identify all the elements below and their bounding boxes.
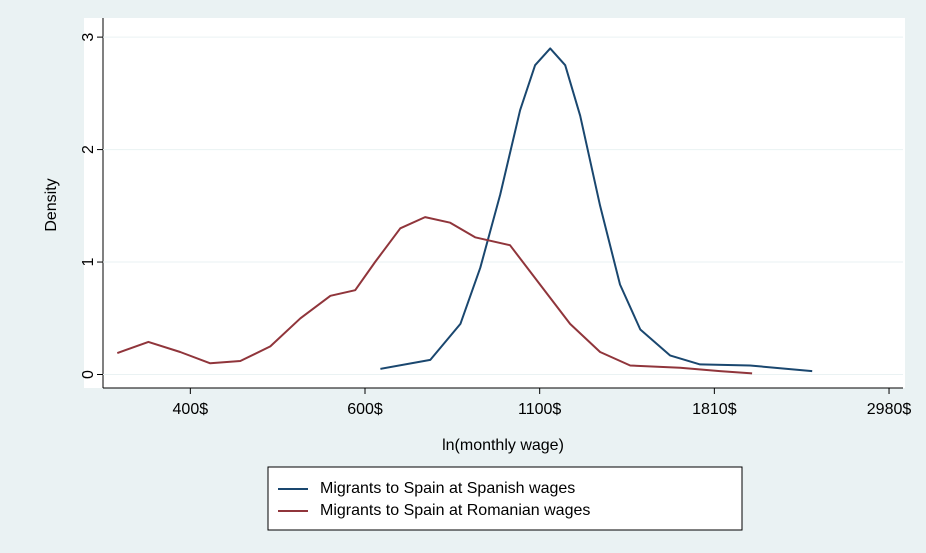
x-tick-label: 1810$ bbox=[692, 401, 737, 418]
legend-label: Migrants to Spain at Romanian wages bbox=[320, 502, 590, 519]
x-tick-label: 400$ bbox=[173, 401, 209, 418]
plot-area bbox=[84, 18, 905, 388]
y-tick-label: 3 bbox=[80, 33, 97, 42]
y-tick-label: 1 bbox=[80, 257, 97, 266]
series-line bbox=[380, 47, 813, 373]
legend bbox=[267, 466, 743, 531]
series-line bbox=[116, 216, 753, 375]
x-tick-label: 600$ bbox=[347, 401, 383, 418]
y-tick-label: 2 bbox=[80, 145, 97, 154]
x-axis-title: ln(monthly wage) bbox=[442, 437, 564, 454]
x-tick-label: 2980$ bbox=[867, 401, 912, 418]
legend-label: Migrants to Spain at Spanish wages bbox=[320, 480, 575, 497]
y-tick-label: 0 bbox=[80, 370, 97, 379]
y-axis-title: Density bbox=[43, 178, 60, 231]
x-tick-label: 1100$ bbox=[518, 401, 561, 418]
